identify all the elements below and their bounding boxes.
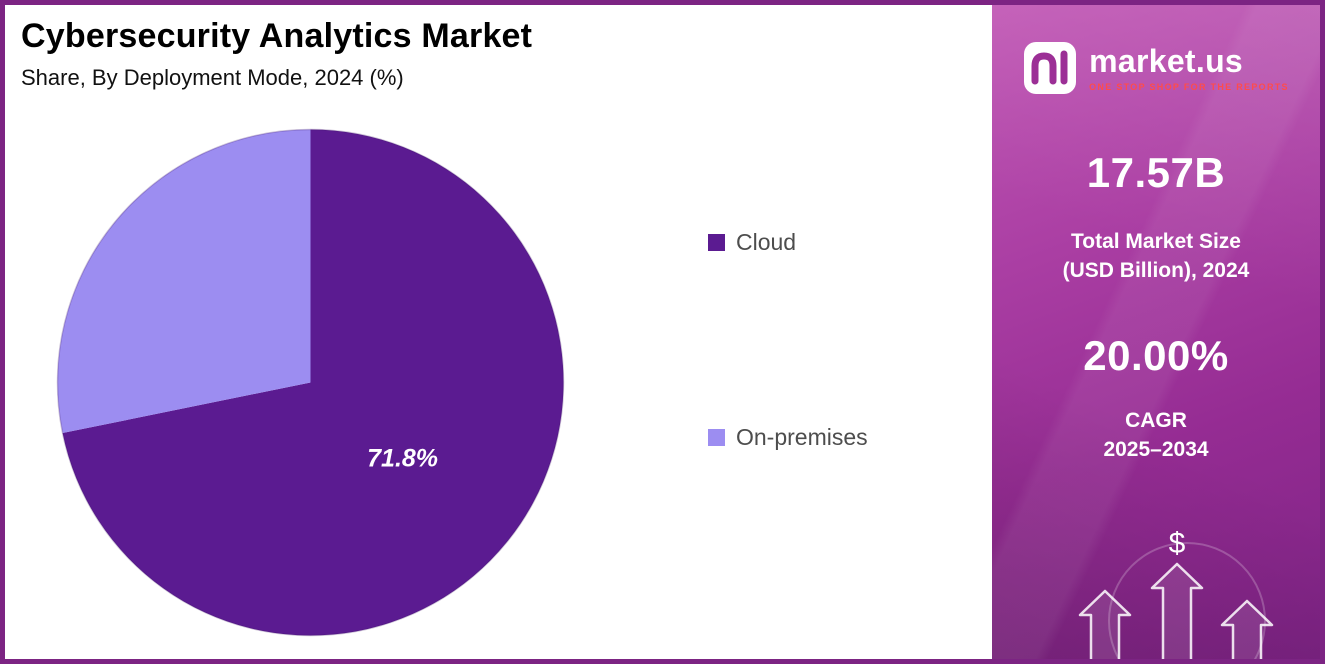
brand-tagline: ONE STOP SHOP FOR THE REPORTS <box>1089 81 1289 92</box>
chart-area: Cybersecurity Analytics Market Share, By… <box>5 5 987 659</box>
chart-legend: Cloud On-premises <box>708 229 868 451</box>
market-size-label-line1: Total Market Size <box>1070 230 1241 253</box>
cagr-label-line2: 2025–2034 <box>1103 438 1209 462</box>
market-size-label: Total Market Size (USD Billion), 2024 <box>1063 227 1250 286</box>
brand: market.us ONE STOP SHOP FOR THE REPORTS <box>1023 41 1289 95</box>
pie-slice-cloud <box>62 129 564 636</box>
title-block: Cybersecurity Analytics Market Share, By… <box>21 17 532 91</box>
pie-chart: 71.8% <box>56 128 565 637</box>
dollar-sign: $ <box>1168 527 1186 560</box>
market-size-value: 17.57B <box>1086 149 1226 196</box>
legend-swatch-on-premises <box>708 429 725 446</box>
legend-label-cloud: Cloud <box>736 229 797 255</box>
legend-label-on-premises: On-premises <box>736 424 868 450</box>
legend-swatch-cloud <box>708 234 725 251</box>
pie-data-label: 71.8% <box>367 445 438 473</box>
brand-panel: market.us ONE STOP SHOP FOR THE REPORTS … <box>987 5 1320 659</box>
legend-item-on-premises: On-premises <box>708 424 868 451</box>
chart-title: Cybersecurity Analytics Market <box>21 17 533 55</box>
brand-text: market.us ONE STOP SHOP FOR THE REPORTS <box>1089 45 1289 92</box>
chart-subtitle: Share, By Deployment Mode, 2024 (%) <box>21 65 404 90</box>
market-size-label-line2: (USD Billion), 2024 <box>1062 259 1250 283</box>
cagr-label: CAGR 2025–2034 <box>1103 406 1208 465</box>
cagr-label-line1: CAGR <box>1125 408 1187 432</box>
legend-item-cloud: Cloud <box>708 229 868 256</box>
brand-name: market.us <box>1089 42 1244 79</box>
pie-rim <box>56 128 565 637</box>
growth-arrows-icon <box>1078 542 1274 659</box>
cagr-value: 20.00% <box>1083 331 1229 379</box>
marketus-logo-icon <box>1024 42 1077 94</box>
pie-slice-on-premises <box>57 129 311 434</box>
